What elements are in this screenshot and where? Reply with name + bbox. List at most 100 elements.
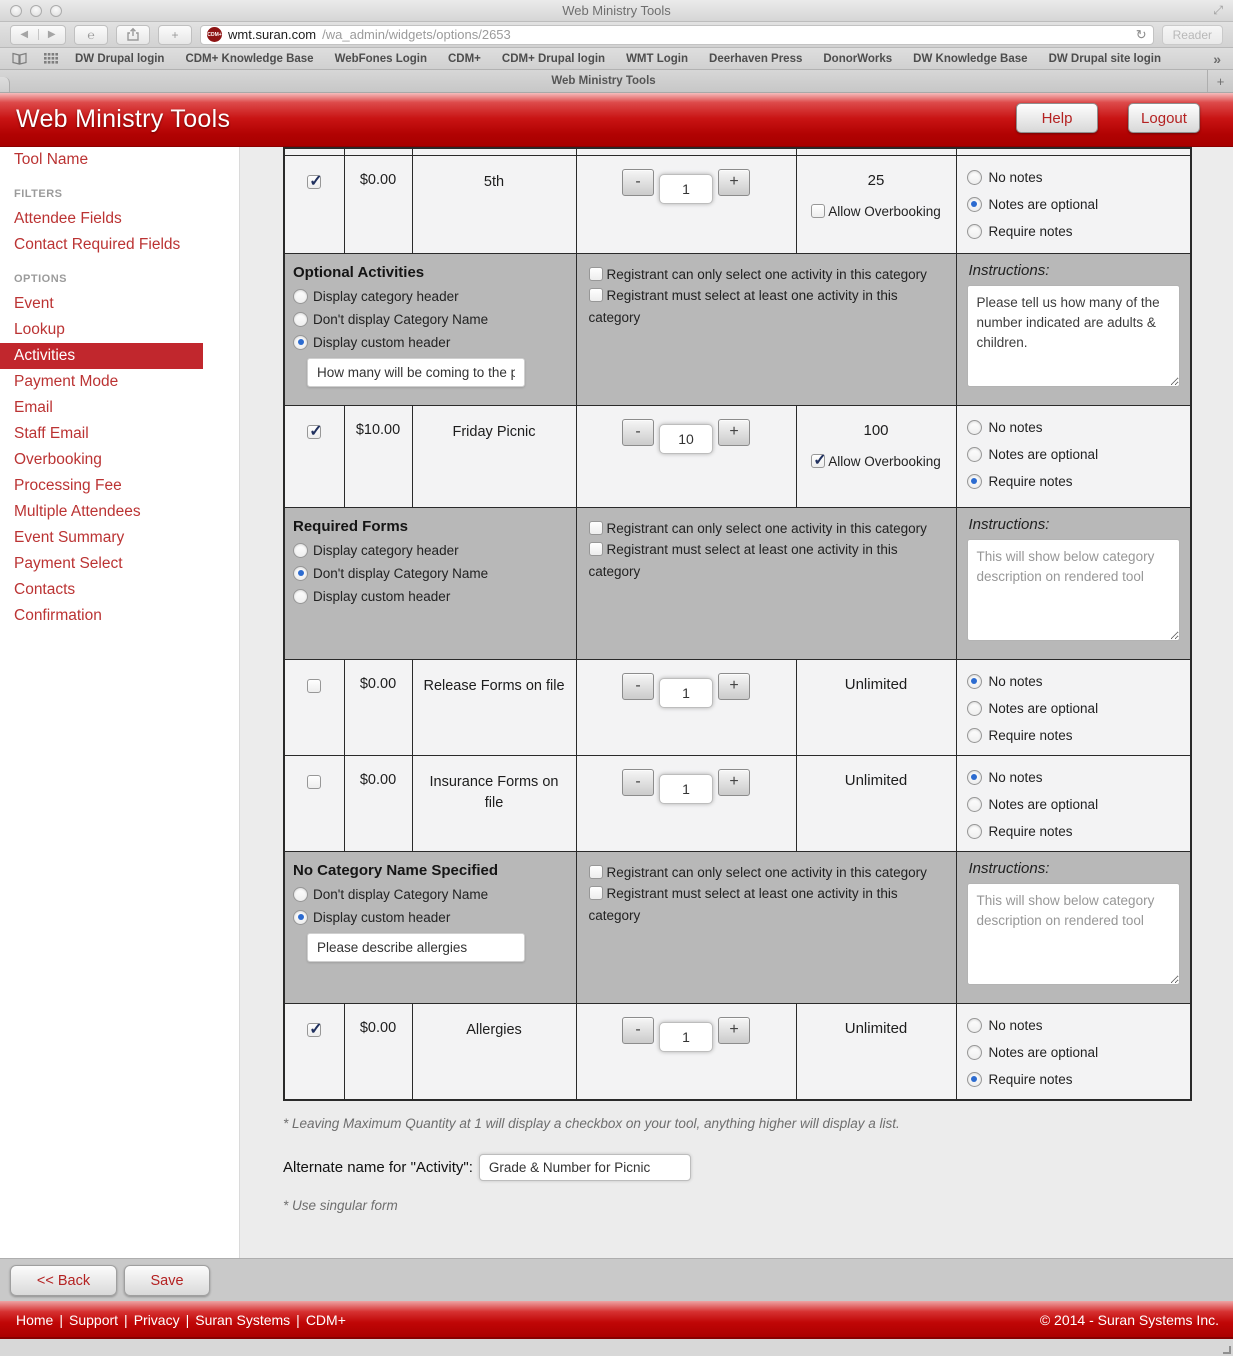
sidebar-item-tool-name[interactable]: Tool Name [14,151,89,168]
quantity-increment-button[interactable]: + [718,168,750,196]
sidebar-item-event[interactable]: Event [14,295,54,312]
sidebar-item-attendee-fields[interactable]: Attendee Fields [14,210,122,227]
activity-checkbox[interactable] [307,421,323,441]
notes-radio-notes-are-optional[interactable] [966,700,982,716]
reader-button[interactable]: Reader [1161,24,1223,45]
quantity-increment-button[interactable]: + [718,768,750,796]
notes-radio-notes-are-optional[interactable] [966,796,982,812]
quantity-decrement-button[interactable]: - [622,418,654,446]
instructions-textarea[interactable] [966,538,1180,641]
fullscreen-icon[interactable]: ⤢ [1213,3,1223,17]
notes-radio-no-notes[interactable] [966,419,982,435]
category-display-radio-display-category-header[interactable] [293,542,308,558]
notes-radio-no-notes[interactable] [966,769,982,785]
sidebar-item-email[interactable]: Email [14,399,53,416]
bookmark-donorworks[interactable]: DonorWorks [823,52,893,65]
e-button-icon[interactable]: ℮ [74,24,108,45]
instructions-textarea[interactable]: Please tell us how many of the number in… [966,284,1180,387]
bookmark-cdm-knowledge-base[interactable]: CDM+ Knowledge Base [185,52,314,65]
help-button[interactable]: Help [1016,103,1098,133]
bookmarks-overflow-icon[interactable]: » [1213,50,1221,67]
quantity-input[interactable] [659,773,713,804]
sidebar-item-payment-select[interactable]: Payment Select [14,555,123,572]
address-bar[interactable]: CDM+ wmt.suran.com /wa_admin/widgets/opt… [200,24,1154,45]
sidebar-item-event-summary[interactable]: Event Summary [14,529,125,546]
bookmark-cdm-drupal-login[interactable]: CDM+ Drupal login [501,52,606,65]
sidebar-item-lookup[interactable]: Lookup [14,321,65,338]
back-icon[interactable]: ◀ [11,29,39,40]
allow-overbooking-checkbox[interactable] [811,204,826,218]
custom-header-input[interactable] [307,357,525,387]
sidebar-item-overbooking[interactable]: Overbooking [14,451,102,468]
bookmark-dw-knowledge-base[interactable]: DW Knowledge Base [913,52,1028,65]
activity-checkbox[interactable] [307,774,322,789]
notes-radio-require-notes[interactable] [966,727,982,743]
sidebar-item-contacts[interactable]: Contacts [14,581,76,598]
footer-link-support[interactable]: Support [69,1312,119,1328]
custom-header-input[interactable] [307,932,525,962]
new-tab-button[interactable]: + [1207,70,1233,92]
allow-overbooking-checkbox[interactable] [811,450,827,470]
bookmark-wmt-login[interactable]: WMT Login [626,52,689,65]
alternate-name-input[interactable] [478,1154,691,1181]
logout-button[interactable]: Logout [1128,103,1200,133]
quantity-input[interactable] [659,423,713,454]
bookmark-dw-drupal-login[interactable]: DW Drupal login [75,52,165,65]
bookmark-cdm[interactable]: CDM+ [447,52,481,65]
back-button[interactable]: << Back [10,1265,117,1296]
notes-radio-require-notes[interactable] [966,1071,982,1087]
category-display-radio-display-custom-header[interactable] [293,334,308,350]
footer-link-cdm[interactable]: CDM+ [305,1312,346,1328]
sidebar-item-payment-mode[interactable]: Payment Mode [14,373,119,390]
close-window-icon[interactable] [10,4,22,17]
quantity-decrement-button[interactable]: - [622,672,654,700]
sidebar-item-staff-email[interactable]: Staff Email [14,425,89,442]
category-restriction-checkbox[interactable] [588,864,603,879]
resize-grip-icon[interactable] [1223,1346,1231,1354]
notes-radio-no-notes[interactable] [966,1017,982,1033]
refresh-icon[interactable]: ↻ [1135,26,1147,42]
category-restriction-checkbox[interactable] [588,886,603,901]
category-display-radio-display-category-header[interactable] [293,288,308,304]
notes-radio-require-notes[interactable] [966,223,982,239]
instructions-textarea[interactable] [966,882,1180,985]
quantity-increment-button[interactable]: + [718,418,750,446]
history-nav[interactable]: ◀ ▶ [10,24,66,45]
activity-checkbox[interactable] [307,1019,323,1039]
save-button[interactable]: Save [124,1265,210,1296]
footer-link-suran-systems[interactable]: Suran Systems [195,1312,291,1328]
bookmarks-book-icon[interactable] [12,52,27,65]
sidebar-item-processing-fee[interactable]: Processing Fee [14,477,122,494]
footer-link-home[interactable]: Home [16,1312,54,1328]
sidebar-item-activities[interactable]: Activities [0,343,203,369]
notes-radio-notes-are-optional[interactable] [966,1044,982,1060]
notes-radio-require-notes[interactable] [966,473,982,489]
notes-radio-notes-are-optional[interactable] [966,196,982,212]
window-controls[interactable] [10,4,62,17]
notes-radio-no-notes[interactable] [966,169,982,185]
quantity-input[interactable] [659,173,713,204]
forward-icon[interactable]: ▶ [47,29,56,40]
category-restriction-checkbox[interactable] [588,266,603,281]
sidebar-item-confirmation[interactable]: Confirmation [14,607,102,624]
category-display-radio-don-t-display-category-name[interactable] [293,886,308,902]
category-display-radio-don-t-display-category-name[interactable] [293,311,308,327]
notes-radio-require-notes[interactable] [966,823,982,839]
quantity-increment-button[interactable]: + [718,672,750,700]
activity-checkbox[interactable] [307,678,322,693]
sidebar-item-contact-required-fields[interactable]: Contact Required Fields [14,236,181,253]
category-restriction-checkbox[interactable] [588,288,603,303]
category-display-radio-display-custom-header[interactable] [293,909,308,925]
quantity-increment-button[interactable]: + [718,1016,750,1044]
bookmark-deerhaven-press[interactable]: Deerhaven Press [709,52,803,65]
quantity-decrement-button[interactable]: - [622,168,654,196]
bookmark-dw-drupal-site-login[interactable]: DW Drupal site login [1048,52,1162,65]
quantity-decrement-button[interactable]: - [622,768,654,796]
category-display-radio-display-custom-header[interactable] [293,588,308,604]
bookmark-webfones-login[interactable]: WebFones Login [334,52,427,65]
share-icon[interactable] [116,24,150,45]
category-restriction-checkbox[interactable] [588,520,603,535]
quantity-decrement-button[interactable]: - [622,1016,654,1044]
tab-web-ministry-tools[interactable]: Web Ministry Tools [551,75,656,87]
add-bookmark-icon[interactable]: + [158,24,192,45]
